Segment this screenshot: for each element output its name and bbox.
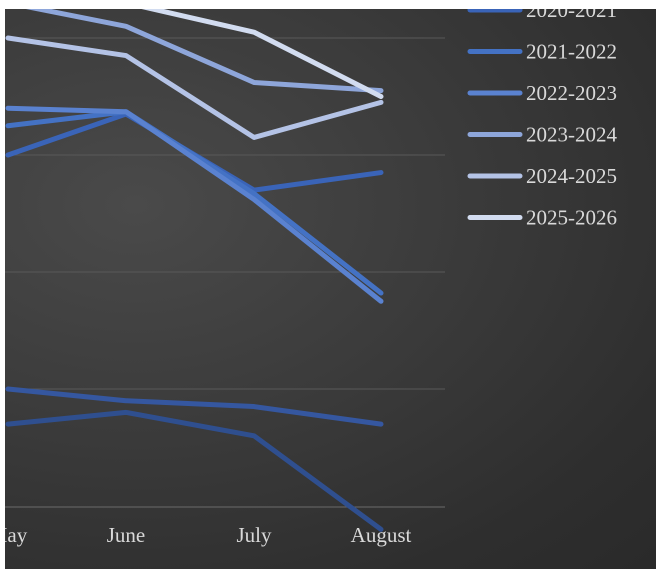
x-tick-label: May: [5, 523, 28, 547]
top-margin: [0, 0, 656, 9]
series-line-unnamed-1: [5, 386, 384, 427]
legend-label: 2020-2021: [526, 9, 617, 22]
line-chart: May June July August 2020-2021 2021-2022 2022-…: [5, 9, 617, 547]
x-tick-label: July: [236, 523, 272, 547]
left-margin: [0, 0, 5, 569]
series-line-unnamed-0: [5, 409, 384, 532]
series-line-2023-2024: [25, 9, 384, 94]
legend-label: 2025-2026: [526, 206, 617, 230]
legend-label: 2021-2022: [526, 40, 617, 64]
x-tick-label: June: [107, 523, 146, 547]
legend-label: 2022-2023: [526, 81, 617, 105]
legend-label: 2024-2025: [526, 164, 617, 188]
legend-label: 2023-2024: [526, 123, 617, 147]
x-tick-label: August: [351, 523, 412, 547]
series-line-2024-2025: [5, 35, 384, 140]
series-line-2020-2021: [5, 111, 384, 193]
series-line-2025-2026: [141, 9, 384, 99]
series-line-2022-2023: [5, 105, 384, 304]
chart-area: May June July August 2020-2021 2021-2022 2022-…: [5, 9, 656, 569]
series-line-2021-2022: [5, 109, 384, 296]
